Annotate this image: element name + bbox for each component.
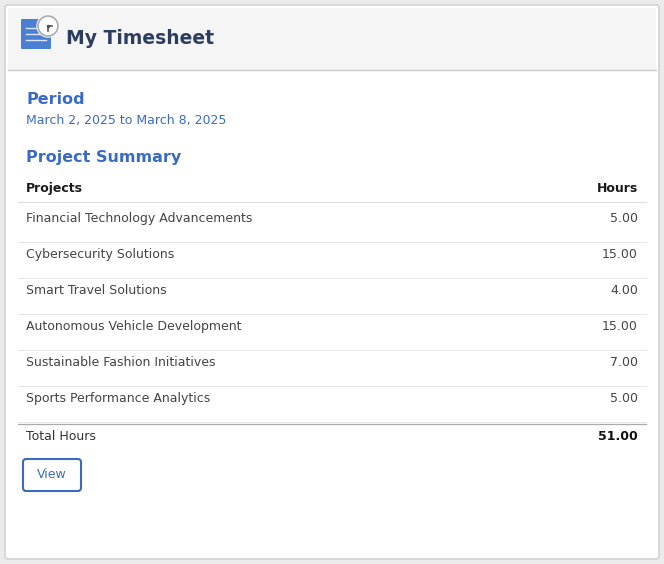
FancyBboxPatch shape <box>23 459 81 491</box>
Circle shape <box>37 15 59 37</box>
Text: 4.00: 4.00 <box>610 284 638 297</box>
Text: Cybersecurity Solutions: Cybersecurity Solutions <box>26 248 174 261</box>
Text: 5.00: 5.00 <box>610 212 638 225</box>
Text: Sustainable Fashion Initiatives: Sustainable Fashion Initiatives <box>26 356 216 369</box>
Text: Financial Technology Advancements: Financial Technology Advancements <box>26 212 252 225</box>
Text: Autonomous Vehicle Development: Autonomous Vehicle Development <box>26 320 242 333</box>
Text: Period: Period <box>26 92 84 107</box>
FancyBboxPatch shape <box>21 19 51 49</box>
Text: 5.00: 5.00 <box>610 392 638 405</box>
Text: 7.00: 7.00 <box>610 356 638 369</box>
Circle shape <box>38 16 58 36</box>
Text: My Timesheet: My Timesheet <box>66 29 214 49</box>
Text: Total Hours: Total Hours <box>26 430 96 443</box>
Text: 15.00: 15.00 <box>602 248 638 261</box>
Text: 51.00: 51.00 <box>598 430 638 443</box>
Text: Smart Travel Solutions: Smart Travel Solutions <box>26 284 167 297</box>
Text: Projects: Projects <box>26 182 83 195</box>
Text: View: View <box>37 469 67 482</box>
Text: Project Summary: Project Summary <box>26 150 181 165</box>
Text: 15.00: 15.00 <box>602 320 638 333</box>
Text: March 2, 2025 to March 8, 2025: March 2, 2025 to March 8, 2025 <box>26 114 226 127</box>
Text: Sports Performance Analytics: Sports Performance Analytics <box>26 392 210 405</box>
Text: Hours: Hours <box>597 182 638 195</box>
FancyBboxPatch shape <box>5 5 659 559</box>
Bar <box>8 8 656 70</box>
